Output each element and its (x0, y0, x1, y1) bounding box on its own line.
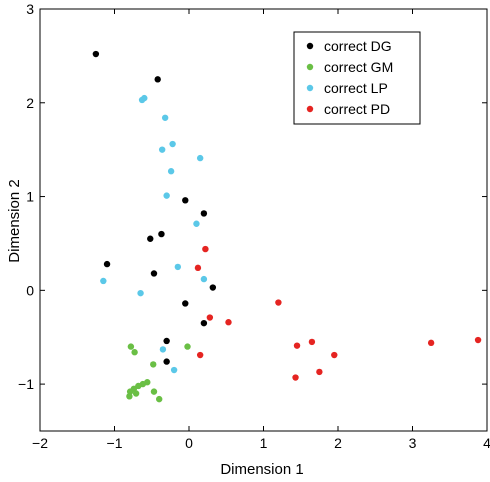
data-point-series-2-7 (163, 192, 170, 199)
y-tick-label-1: 0 (26, 282, 34, 298)
x-tick-label-3: 1 (260, 435, 268, 451)
data-point-series-0-8 (209, 284, 217, 291)
data-point-series-2-5 (196, 154, 204, 162)
data-point-series-2-2 (161, 114, 169, 121)
x-tick-label-0: −2 (32, 435, 48, 451)
data-point-series-2-14 (170, 366, 178, 374)
data-point-series-3-4 (196, 351, 204, 359)
data-point-series-2-13 (159, 346, 167, 353)
data-point-series-1-10 (126, 393, 133, 400)
data-point-series-3-6 (308, 338, 316, 346)
y-tick-label-0: −1 (18, 376, 34, 392)
x-tick-label-2: 0 (185, 435, 193, 451)
data-point-series-3-12 (474, 336, 482, 344)
legend-marker-1 (306, 63, 314, 71)
data-point-series-2-6 (167, 168, 175, 175)
data-point-series-1-11 (150, 388, 158, 395)
legend-box (293, 31, 421, 125)
data-point-series-0-6 (103, 260, 111, 268)
data-point-series-0-11 (163, 337, 170, 345)
y-tick-label-2: 1 (26, 189, 34, 205)
data-point-series-2-9 (174, 263, 182, 271)
data-point-series-2-8 (193, 220, 200, 227)
data-point-series-3-5 (275, 299, 282, 306)
data-point-series-3-9 (316, 368, 323, 376)
axes: −2 −1 0 1 2 3 4 −1 0 1 2 3 (18, 1, 490, 451)
data-points (92, 50, 482, 403)
x-tick-label-6: 4 (483, 435, 490, 451)
data-point-series-1-3 (150, 361, 157, 368)
data-point-series-0-2 (182, 197, 189, 204)
data-point-series-0-5 (147, 235, 154, 242)
data-point-series-0-7 (150, 270, 158, 277)
data-point-series-2-3 (169, 140, 176, 148)
data-point-series-2-10 (200, 275, 208, 283)
data-point-series-2-11 (100, 277, 107, 285)
y-tick-label-4: 3 (26, 1, 34, 17)
data-point-series-0-3 (200, 210, 208, 217)
x-tick-label-1: −1 (107, 435, 123, 451)
data-point-series-3-11 (427, 339, 435, 347)
data-point-series-3-7 (293, 342, 301, 349)
data-point-series-1-8 (126, 388, 134, 395)
y-axis-title: Dimension 2 (6, 179, 23, 262)
data-point-series-1-12 (156, 395, 163, 403)
data-point-series-0-4 (158, 230, 165, 238)
data-point-series-3-10 (292, 374, 299, 381)
data-point-series-1-0 (127, 343, 135, 350)
legend-marker-0 (306, 42, 314, 50)
data-point-series-3-3 (225, 319, 232, 326)
data-point-series-2-4 (158, 146, 166, 153)
x-axis-title: Dimension 1 (220, 461, 303, 478)
x-tick-label-4: 2 (334, 435, 342, 451)
legend: correct DG correct GM correct LP correct PD (293, 31, 421, 125)
data-point-series-2-12 (137, 289, 144, 297)
legend-label-3: correct PD (324, 101, 390, 117)
data-point-series-3-8 (331, 351, 338, 359)
data-point-series-3-2 (206, 314, 214, 321)
legend-marker-2 (306, 84, 314, 92)
data-point-series-1-1 (131, 349, 138, 356)
legend-label-2: correct LP (324, 80, 388, 96)
legend-marker-3 (306, 105, 314, 113)
legend-label-0: correct DG (324, 38, 392, 54)
data-point-series-0-10 (200, 319, 208, 327)
legend-label-1: correct GM (324, 59, 393, 75)
data-point-series-1-2 (184, 343, 191, 350)
x-tick-label-5: 3 (409, 435, 417, 451)
data-point-series-0-0 (92, 50, 100, 58)
data-point-series-3-1 (194, 264, 202, 272)
data-point-series-3-0 (202, 245, 209, 253)
data-point-series-0-1 (154, 76, 161, 83)
data-point-series-1-9 (132, 390, 140, 397)
data-point-series-0-9 (182, 300, 189, 307)
data-point-series-2-1 (141, 94, 148, 102)
y-tick-label-3: 2 (26, 95, 34, 111)
data-point-series-0-12 (163, 358, 170, 365)
